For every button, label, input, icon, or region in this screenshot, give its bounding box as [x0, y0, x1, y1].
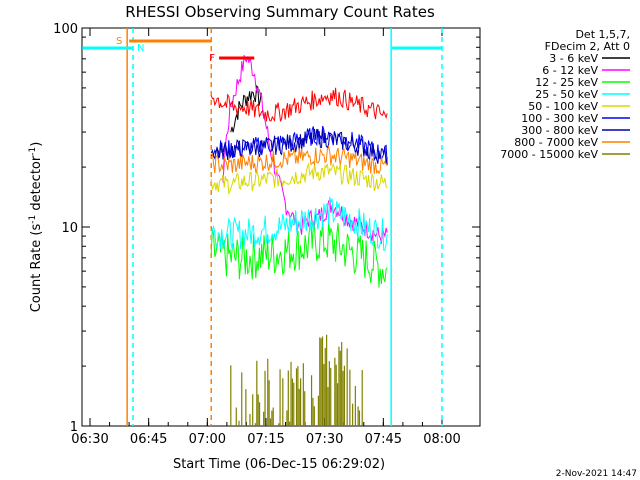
legend-entry: 50 - 100 keV [528, 100, 598, 113]
y-axis-label-exp1: -1 [28, 215, 38, 224]
legend-entry: 6 - 12 keV [542, 64, 598, 77]
annotations-group: S N F [82, 36, 442, 64]
y-tick-label: 100 [53, 22, 78, 37]
x-tick-label: 06:30 [71, 432, 108, 447]
legend-entry: 100 - 300 keV [521, 112, 598, 125]
series-line [210, 87, 388, 123]
legend-entry: 3 - 6 keV [549, 52, 598, 65]
footer-date: 2-Nov-2021 14:47 [556, 469, 637, 479]
series-line [210, 144, 388, 175]
y-axis-label-main: Count Rate (s [29, 224, 44, 313]
legend-header: Det 1,5,7, [575, 28, 630, 41]
x-tick-label: 06:45 [130, 432, 167, 447]
y-axis-label-exp2: -1 [28, 147, 38, 156]
series-line [210, 162, 388, 196]
legend-entry: 25 - 50 keV [535, 88, 598, 101]
x-tick-label: 07:15 [247, 432, 284, 447]
legend-entry: 300 - 800 keV [521, 124, 598, 137]
y-tick-label: 1 [70, 420, 78, 435]
chart-title: RHESSI Observing Summary Count Rates [125, 3, 435, 21]
y-axis-label-mid: detector [29, 155, 44, 215]
legend-entry: 12 - 25 keV [535, 76, 598, 89]
legend-header: FDecim 2, Att 0 [545, 40, 630, 53]
annotation-label: F [209, 53, 215, 64]
series-line [230, 84, 262, 133]
legend-entry: 800 - 7000 keV [514, 136, 598, 149]
x-tick-label: 07:00 [189, 432, 226, 447]
x-tick-label: 07:45 [365, 432, 402, 447]
annotation-label: N [137, 43, 144, 54]
axis-ticks: 06:30 06:45 07:00 07:15 07:30 07:45 08:00 1 10 10… [53, 22, 480, 447]
observing-markers [126, 28, 443, 426]
annotation-label: S [116, 36, 122, 47]
series-group [210, 54, 388, 426]
x-axis-label: Start Time (06-Dec-15 06:29:02) [173, 457, 385, 472]
x-tick-label: 07:30 [306, 432, 343, 447]
x-tick-label: 08:00 [423, 432, 460, 447]
series-line [210, 196, 388, 251]
y-axis-label: Count Rate (s-1 detector-1) [28, 142, 44, 313]
y-axis-label-end: ) [29, 142, 44, 147]
legend-entry: 7000 - 15000 keV [500, 148, 598, 161]
svg-text:Count Rate (s-1 detector-1): Count Rate (s-1 detector-1) [28, 142, 44, 313]
y-tick-label: 10 [61, 221, 78, 236]
